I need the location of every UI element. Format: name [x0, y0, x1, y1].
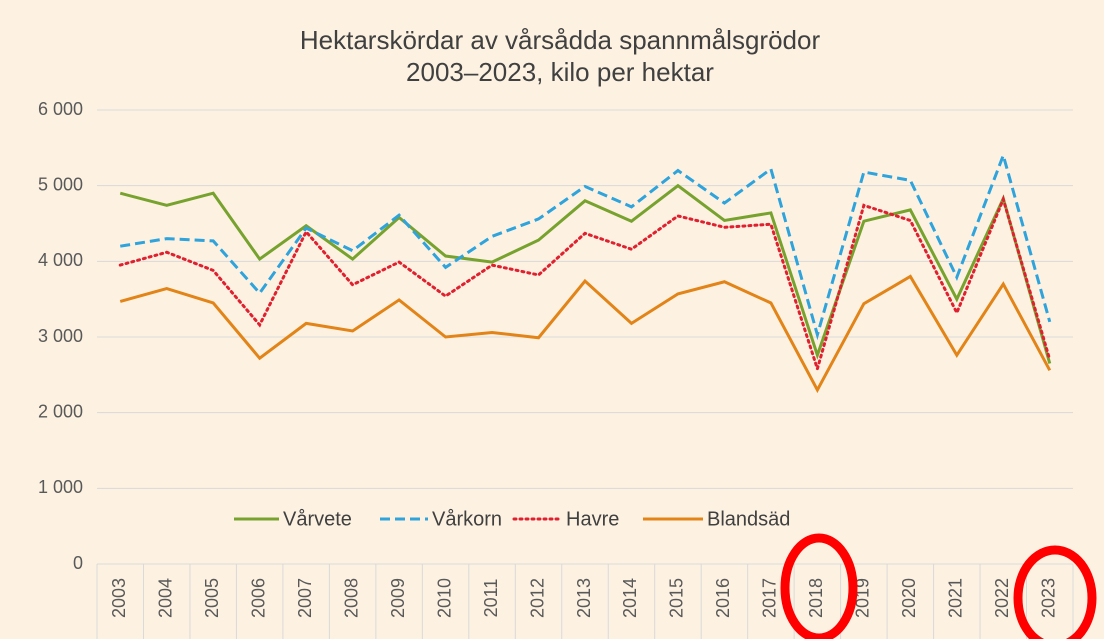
x-tick-label: 2004: [155, 578, 175, 618]
x-tick-label: 2003: [109, 578, 129, 618]
series-line: [118, 194, 1052, 374]
x-tick-label: 2009: [388, 578, 408, 618]
legend-label: Blandsäd: [707, 508, 790, 530]
chart-title: Hektarskördar av vårsådda spannmålsgrödo…: [300, 25, 821, 55]
x-tick-label: 2021: [946, 578, 966, 618]
series-line: [119, 274, 1052, 394]
x-tick-label: 2016: [713, 578, 733, 618]
x-tick-label: 2012: [527, 578, 547, 618]
y-tick-label: 4 000: [38, 250, 83, 270]
x-tick-label: 2011: [481, 579, 501, 618]
legend-label: Vårvete: [283, 508, 352, 530]
y-tick-label: 2 000: [38, 401, 83, 421]
x-tick-label: 2014: [620, 578, 640, 618]
y-tick-label: 1 000: [38, 477, 83, 497]
legend-label: Havre: [566, 508, 619, 530]
x-tick-label: 2005: [202, 578, 222, 618]
x-tick-label: 2022: [992, 578, 1012, 618]
highlight-circle: [1013, 545, 1097, 639]
series-line: [119, 150, 1052, 341]
y-tick-label: 0: [73, 553, 83, 573]
x-tick-label: 2015: [667, 578, 687, 618]
plot: 0 1 000 2 000 3 000 4 000 5 000 6 000 2003 2004 2…: [38, 99, 1074, 639]
x-tick-label: 2017: [760, 578, 780, 618]
x-tick-label: 2008: [341, 578, 361, 618]
x-tick-label: 2007: [295, 578, 315, 618]
legend-label: Vårkorn: [432, 508, 502, 530]
x-tick-label: 2006: [248, 578, 268, 618]
x-tick-label: 2013: [574, 578, 594, 618]
chart-subtitle: 2003–2023, kilo per hektar: [406, 57, 714, 87]
x-tick-label: 2023: [1039, 578, 1059, 618]
x-tick-label: 2020: [899, 578, 919, 618]
x-tick-label: 2019: [853, 578, 873, 618]
series-line: [119, 183, 1052, 364]
highlight-circle: [780, 533, 858, 639]
y-tick-label: 6 000: [38, 99, 83, 119]
x-tick-label: 2010: [434, 578, 454, 618]
x-tick-label: 2018: [806, 578, 826, 618]
y-tick-label: 5 000: [38, 174, 83, 194]
y-tick-label: 3 000: [38, 326, 83, 346]
